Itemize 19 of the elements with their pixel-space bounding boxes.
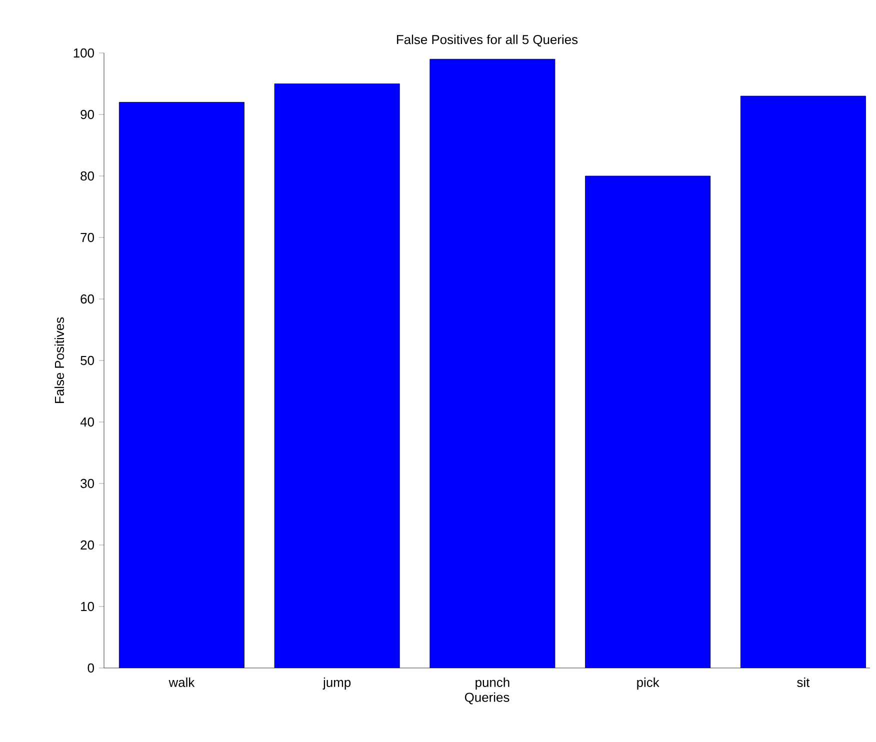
y-tick-label: 20 (80, 540, 94, 550)
x-tick-label: pick (637, 677, 660, 690)
y-axis-title: False Positives (54, 317, 64, 403)
y-tick-label: 0 (88, 663, 94, 673)
x-tick-label: sit (797, 677, 810, 688)
y-tick-label: 80 (80, 171, 94, 181)
y-tick-label: 10 (81, 602, 94, 612)
y-tick-label: 90 (80, 110, 94, 120)
y-tick-label: 70 (80, 232, 94, 242)
chart-title: False Positives for all 5 Queries (397, 34, 578, 46)
y-tick-label: 30 (80, 478, 94, 488)
y-tick-label: 60 (80, 294, 94, 304)
x-tick-label: punch (476, 677, 510, 690)
y-tick-label: 100 (74, 48, 94, 58)
y-tick-label: 50 (80, 356, 94, 366)
x-axis-title: Queries (464, 692, 510, 704)
x-tick-label: jump (322, 677, 351, 690)
x-tick-label: walk (168, 677, 195, 688)
y-tick-label: 40 (80, 417, 94, 427)
